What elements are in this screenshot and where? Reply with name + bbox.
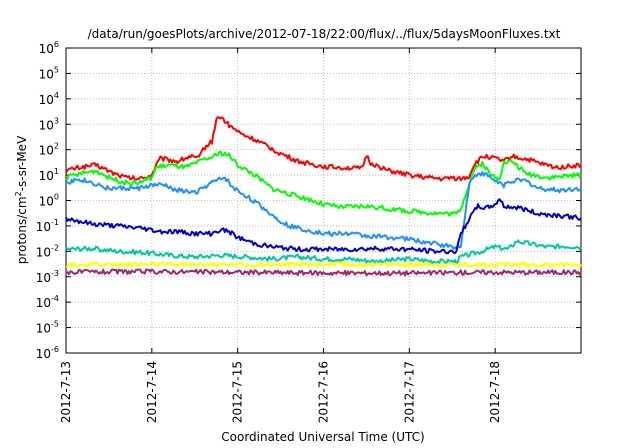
x-tick-label: 2012-7-16 [317, 361, 331, 423]
y-tick-labels: 106 105 104 103 102 101 100 10-1 10-2 10-3 10-4 10-… [36, 40, 59, 361]
y-tick-label: 101 [39, 167, 59, 183]
x-tick-label: 2012-7-17 [402, 361, 416, 423]
grid [65, 47, 581, 354]
series-line-7 [65, 268, 582, 277]
y-tick-label: 104 [39, 91, 59, 107]
x-tick-label: 2012-7-13 [59, 361, 73, 423]
series-line-5 [65, 239, 582, 265]
y-tick-label: 10-2 [36, 243, 59, 259]
series-layer [65, 116, 582, 277]
x-axis-label: Coordinated Universal Time (UTC) [221, 430, 424, 444]
series-line-3 [65, 171, 582, 250]
series-line-4 [65, 198, 582, 255]
x-tick-label: 2012-7-15 [231, 361, 245, 423]
y-axis-label: protons/cm2-s-sr-MeV [14, 135, 29, 264]
y-tick-label: 103 [39, 116, 59, 132]
y-tick-label: 10-1 [36, 218, 59, 234]
x-tick-label: 2012-7-14 [145, 361, 159, 423]
y-tick-label: 10-5 [36, 320, 59, 336]
plot-frame [65, 47, 582, 354]
x-tick-label: 2012-7-18 [488, 361, 502, 423]
series-line-1 [65, 116, 582, 182]
y-tick-label: 106 [39, 40, 59, 56]
chart-title: /data/run/goesPlots/archive/2012-07-18/2… [88, 27, 561, 41]
y-tick-label: 10-4 [36, 294, 59, 310]
series-line-6 [65, 261, 582, 268]
x-tick-labels: 2012-7-13 2012-7-14 2012-7-15 2012-7-16 2012… [59, 361, 502, 423]
y-tick-label: 100 [39, 193, 59, 209]
y-tick-label: 105 [39, 65, 59, 81]
y-tick-label: 10-6 [36, 345, 59, 361]
series-line-2 [65, 150, 582, 217]
y-tick-label: 10-3 [36, 269, 59, 285]
y-tick-label: 102 [39, 142, 59, 158]
